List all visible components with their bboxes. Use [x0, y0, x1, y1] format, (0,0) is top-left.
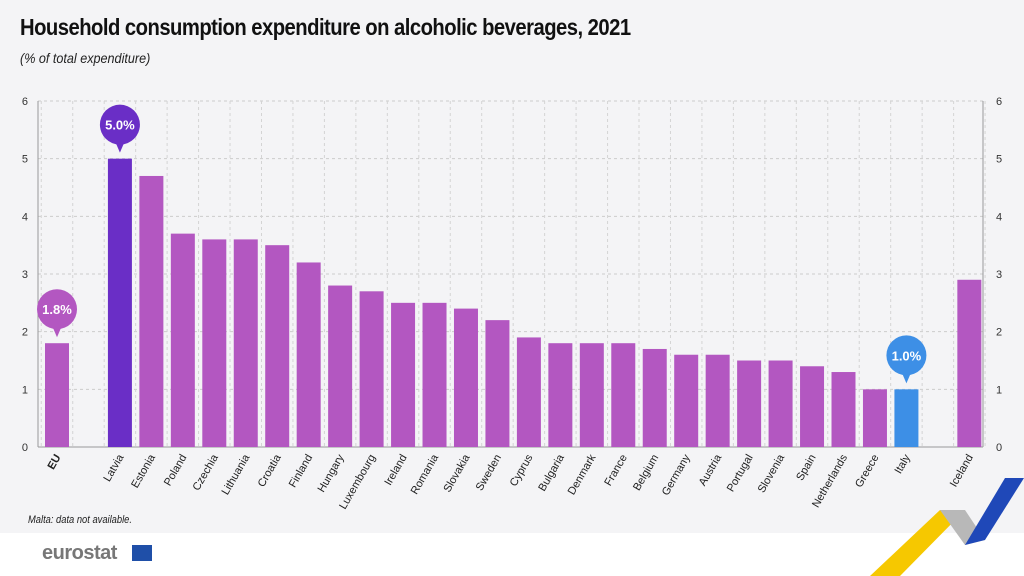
x-tick-label: Iceland	[948, 453, 976, 490]
bar-denmark	[579, 343, 604, 447]
bar-eu	[45, 343, 69, 447]
y-tick-label: 1	[22, 384, 28, 396]
bar-finland	[296, 262, 321, 447]
y-tick-label: 3	[22, 269, 28, 281]
x-tick-label: Hungary	[316, 452, 347, 494]
x-tick-label: Spain	[794, 453, 818, 483]
bar-poland	[170, 233, 195, 447]
bar-ireland	[391, 302, 416, 447]
y-tick-label: 2	[22, 327, 28, 339]
bar-lithuania	[233, 239, 258, 447]
bar-slovenia	[768, 360, 793, 447]
x-tick-label: Germany	[660, 452, 693, 498]
bar-netherlands	[831, 372, 856, 447]
x-tick-label: Finland	[287, 453, 315, 490]
bar-greece	[862, 389, 887, 447]
x-tick-label: Italy	[893, 452, 914, 476]
callout-latvia: 5.0%	[99, 104, 140, 153]
eu-flag-icon	[132, 545, 152, 561]
x-tick-label: Bulgaria	[536, 452, 567, 494]
chart-title: Household consumption expenditure on alc…	[20, 14, 631, 40]
data-label: 1.0%	[892, 348, 922, 363]
x-tick-label: Latvia	[101, 452, 127, 484]
bar-czechia	[202, 239, 227, 447]
ribbon-blue	[965, 478, 1024, 545]
bar-italy	[894, 389, 919, 447]
y-tick-label: 4	[22, 211, 28, 223]
y-tick-label: 5	[22, 154, 28, 166]
y-tick-label: 3	[996, 269, 1002, 281]
bar-spain	[800, 366, 825, 447]
chart-subtitle: (% of total expenditure)	[20, 50, 151, 66]
bar-belgium	[642, 348, 667, 447]
bar-germany	[674, 354, 699, 447]
x-tick-label: France	[602, 453, 630, 489]
bar-iceland	[957, 279, 982, 447]
y-tick-label: 6	[996, 96, 1002, 108]
callout-italy: 1.0%	[886, 335, 927, 384]
x-tick-label: Lithuania	[220, 452, 253, 497]
x-tick-label: EU	[46, 452, 64, 471]
bar-luxembourg	[359, 291, 384, 447]
x-tick-label: Austria	[697, 452, 725, 488]
y-tick-label: 6	[22, 96, 28, 108]
y-tick-label: 1	[996, 384, 1002, 396]
x-tick-label: Denmark	[566, 452, 599, 497]
y-tick-label: 2	[996, 327, 1002, 339]
bar-latvia	[107, 158, 132, 447]
x-tick-label: Romania	[409, 452, 442, 497]
bar-austria	[705, 354, 730, 447]
y-tick-label: 4	[996, 211, 1002, 223]
x-tick-label: Croatia	[256, 452, 285, 489]
bar-hungary	[328, 285, 353, 447]
x-tick-label: Portugal	[725, 453, 756, 494]
x-tick-label: Czechia	[191, 452, 222, 493]
eurostat-logo: eurostat	[42, 542, 117, 564]
x-tick-label: Greece	[853, 453, 881, 490]
bar-bulgaria	[548, 343, 573, 447]
bar-portugal	[737, 360, 762, 447]
x-tick-label: Slovenia	[756, 452, 788, 495]
bar-romania	[422, 302, 447, 447]
bar-sweden	[485, 320, 510, 447]
x-tick-label: Estonia	[129, 452, 158, 491]
x-tick-label: Cyprus	[508, 452, 536, 489]
bar-cyprus	[516, 337, 541, 447]
data-label: 5.0%	[105, 118, 135, 133]
y-tick-label: 0	[996, 442, 1002, 454]
callout-eu: 1.8%	[37, 289, 77, 338]
bar-france	[611, 343, 636, 447]
footnote: Malta: data not available.	[28, 514, 132, 526]
y-tick-label: 5	[996, 154, 1002, 166]
bar-slovakia	[453, 308, 478, 447]
bar-croatia	[265, 245, 290, 447]
y-tick-label: 0	[22, 442, 28, 454]
x-tick-label: Slovakia	[441, 452, 473, 495]
ribbon-yellow	[870, 510, 965, 576]
data-label: 1.8%	[42, 302, 72, 317]
x-tick-label: Belgium	[631, 453, 661, 493]
x-tick-label: Poland	[162, 453, 190, 489]
bar-estonia	[139, 175, 164, 447]
x-tick-label: Sweden	[474, 453, 504, 493]
x-tick-label: Ireland	[382, 453, 409, 488]
